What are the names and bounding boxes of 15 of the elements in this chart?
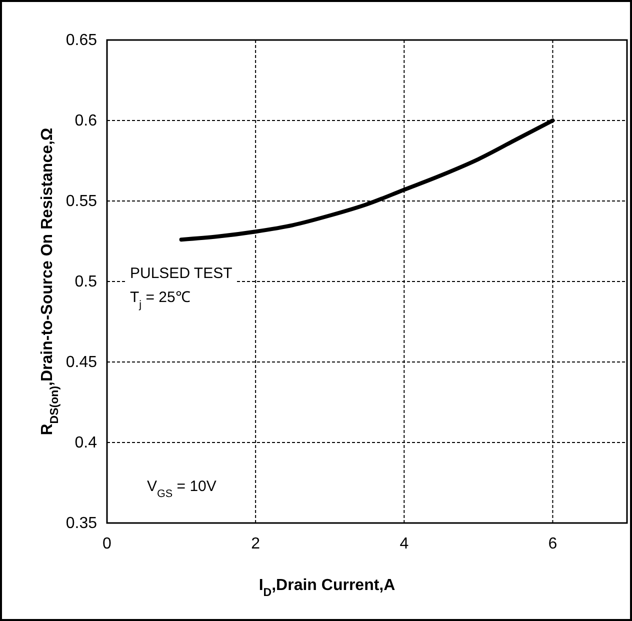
x-tick-label: 0 <box>102 535 112 552</box>
y-tick-label: 0.5 <box>74 274 98 291</box>
y-tick-label: 0.55 <box>66 193 98 210</box>
y-tick-label: 0.6 <box>74 112 98 130</box>
y-tick-label: 0.4 <box>74 434 98 452</box>
y-tick-label: 0.45 <box>66 354 98 372</box>
x-tick-label: 4 <box>400 535 409 552</box>
y-tick-label: 0.35 <box>66 515 98 532</box>
y-tick-label: 0.65 <box>66 32 98 50</box>
annotation: PULSED TEST <box>130 265 232 282</box>
x-tick-label: 2 <box>251 535 260 552</box>
x-axis-title: I$_{D}$,Drain Current,A <box>258 577 396 599</box>
x-tick-label: 6 <box>548 535 558 552</box>
annotation: V$_{GS}$ = 10V <box>147 478 216 500</box>
annotation: T$_{j}$ = 25℃ <box>130 289 190 311</box>
